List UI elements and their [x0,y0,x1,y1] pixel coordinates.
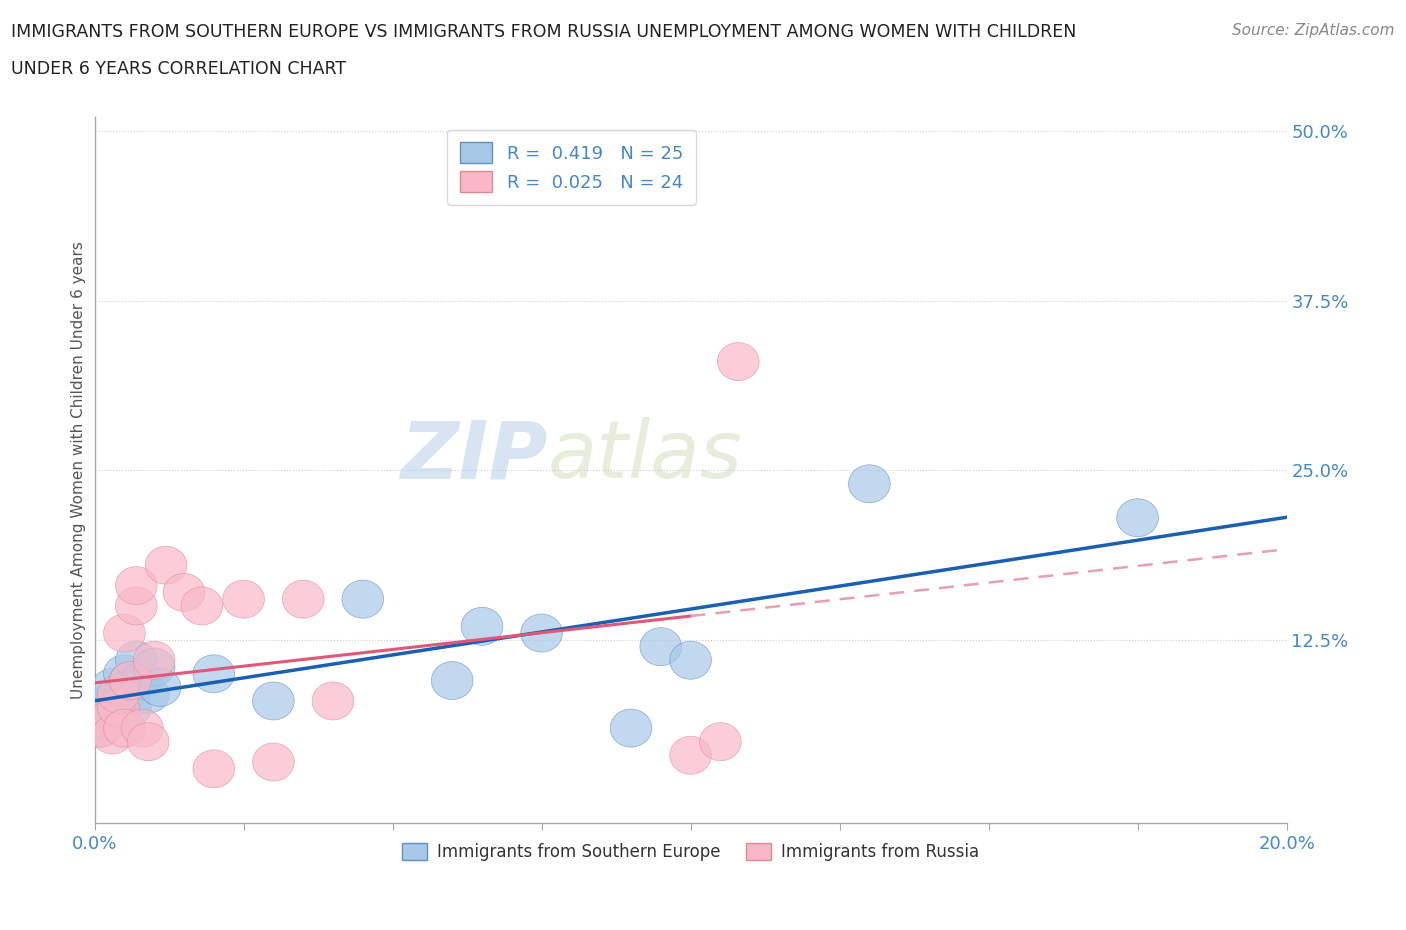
Ellipse shape [110,661,152,699]
Ellipse shape [80,709,121,747]
Ellipse shape [97,675,139,713]
Ellipse shape [128,723,169,761]
Ellipse shape [91,682,134,720]
Ellipse shape [121,709,163,747]
Ellipse shape [128,675,169,713]
Ellipse shape [848,465,890,503]
Ellipse shape [115,642,157,679]
Ellipse shape [520,614,562,652]
Ellipse shape [110,689,152,726]
Ellipse shape [163,574,205,611]
Ellipse shape [104,709,145,747]
Ellipse shape [283,580,323,618]
Ellipse shape [640,628,682,666]
Ellipse shape [139,669,181,707]
Text: IMMIGRANTS FROM SOUTHERN EUROPE VS IMMIGRANTS FROM RUSSIA UNEMPLOYMENT AMONG WOM: IMMIGRANTS FROM SOUTHERN EUROPE VS IMMIG… [11,23,1077,41]
Ellipse shape [86,689,128,726]
Ellipse shape [312,682,354,720]
Y-axis label: Unemployment Among Women with Children Under 6 years: Unemployment Among Women with Children U… [72,241,86,699]
Ellipse shape [717,342,759,380]
Ellipse shape [610,709,652,747]
Ellipse shape [145,546,187,584]
Ellipse shape [669,642,711,679]
Ellipse shape [253,682,294,720]
Ellipse shape [110,661,152,699]
Text: ZIP: ZIP [401,417,547,495]
Ellipse shape [115,587,157,625]
Ellipse shape [91,669,134,707]
Text: UNDER 6 YEARS CORRELATION CHART: UNDER 6 YEARS CORRELATION CHART [11,60,346,78]
Ellipse shape [91,716,134,754]
Ellipse shape [86,702,128,740]
Ellipse shape [134,648,174,686]
Ellipse shape [193,750,235,788]
Legend: Immigrants from Southern Europe, Immigrants from Russia: Immigrants from Southern Europe, Immigra… [395,836,986,868]
Ellipse shape [104,675,145,713]
Ellipse shape [193,655,235,693]
Ellipse shape [342,580,384,618]
Ellipse shape [432,661,472,699]
Ellipse shape [121,661,163,699]
Text: Source: ZipAtlas.com: Source: ZipAtlas.com [1232,23,1395,38]
Ellipse shape [700,723,741,761]
Ellipse shape [80,709,121,747]
Ellipse shape [253,743,294,781]
Ellipse shape [222,580,264,618]
Text: atlas: atlas [547,417,742,495]
Ellipse shape [104,655,145,693]
Ellipse shape [97,696,139,734]
Ellipse shape [1116,498,1159,537]
Ellipse shape [181,587,222,625]
Ellipse shape [461,607,503,645]
Ellipse shape [104,614,145,652]
Ellipse shape [97,689,139,726]
Ellipse shape [134,642,174,679]
Ellipse shape [115,566,157,604]
Ellipse shape [669,737,711,775]
